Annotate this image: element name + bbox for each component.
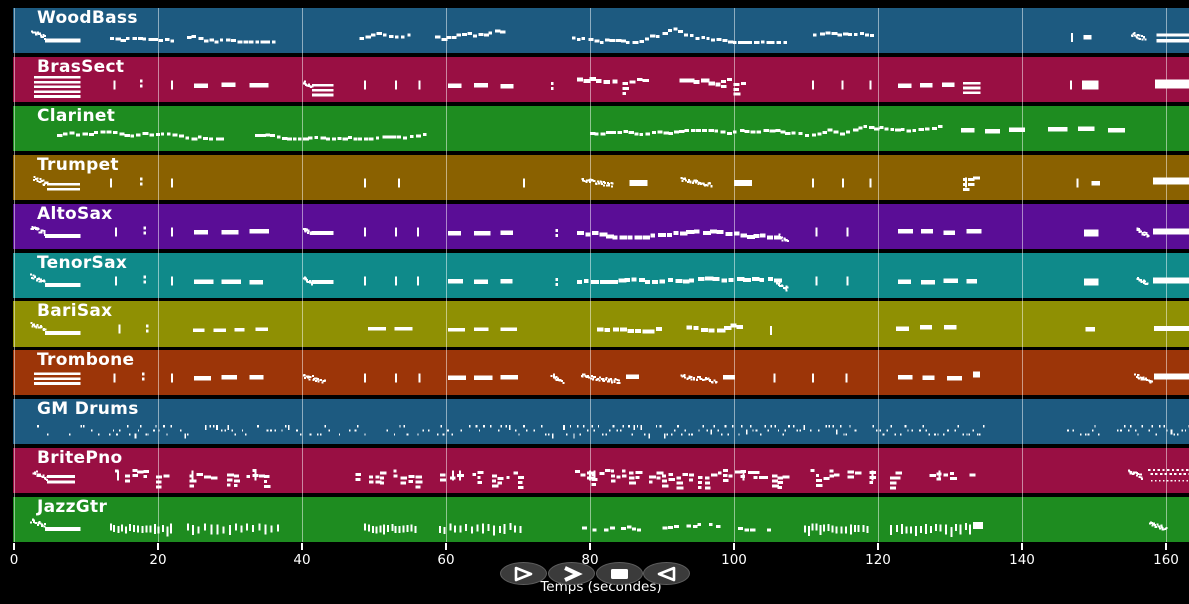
track-label: GM Drums xyxy=(37,399,139,420)
gridline xyxy=(446,8,447,542)
note-roll xyxy=(30,225,1189,242)
track-band-gm-drums: GM Drums xyxy=(13,399,1189,445)
stop-square-icon xyxy=(611,568,628,579)
track-label: WoodBass xyxy=(37,8,138,28)
axis-tick xyxy=(1021,543,1023,550)
note-roll xyxy=(57,124,1126,141)
axis-tick xyxy=(301,543,303,550)
track-label: Clarinet xyxy=(37,105,116,126)
gridline xyxy=(1166,8,1167,542)
rewind-outline-icon xyxy=(657,566,676,581)
track-band-brassect: BrasSect xyxy=(13,56,1189,103)
note-roll xyxy=(32,468,1189,490)
gridline xyxy=(878,8,879,542)
gridline xyxy=(158,8,159,542)
fast-forward-button[interactable] xyxy=(548,562,595,585)
track-label: BariSax xyxy=(37,301,113,322)
track-band-trumpet: Trumpet xyxy=(13,154,1189,200)
axis-tick-label: 160 xyxy=(1153,552,1179,568)
track-label: BritePno xyxy=(37,448,123,469)
track-band-altosax: AltoSax xyxy=(13,203,1189,249)
note-roll xyxy=(34,75,1189,98)
note-roll xyxy=(30,27,1189,44)
axis-tick-label: 120 xyxy=(865,552,891,568)
note-roll xyxy=(37,425,1189,439)
track-band-clarinet: Clarinet xyxy=(13,105,1189,151)
note-roll xyxy=(29,518,1168,537)
axis-tick xyxy=(733,543,735,550)
track-label: JazzGtr xyxy=(37,497,108,517)
axis-tick-label: 140 xyxy=(1009,552,1035,568)
axis-tick-label: 60 xyxy=(437,552,455,568)
axis-tick xyxy=(589,543,591,550)
note-roll xyxy=(33,175,1189,191)
axis-tick xyxy=(157,543,159,550)
track-label: Trumpet xyxy=(37,154,119,175)
axis-tick xyxy=(445,543,447,550)
play-button[interactable] xyxy=(500,562,547,585)
track-label: Trombone xyxy=(37,350,135,371)
track-label: AltoSax xyxy=(37,203,113,224)
track-band-trombone: Trombone xyxy=(13,350,1189,396)
track-band-britepno: BritePno xyxy=(13,448,1189,494)
stop-button[interactable] xyxy=(596,562,643,585)
gridline xyxy=(14,8,15,542)
note-roll xyxy=(34,371,1189,386)
gridline xyxy=(1022,8,1023,542)
axis-tick-label: 0 xyxy=(9,552,19,568)
track-band-barisax: BariSax xyxy=(13,301,1189,347)
play-outline-icon xyxy=(514,566,533,581)
track-band-woodbass: WoodBass xyxy=(13,8,1189,54)
gridline xyxy=(734,8,735,542)
gridline xyxy=(302,8,303,542)
axis-tick-label: 40 xyxy=(293,552,311,568)
track-band-jazzgtr: JazzGtr xyxy=(13,497,1189,543)
note-roll xyxy=(30,322,1189,336)
note-roll xyxy=(30,273,1189,292)
axis-tick xyxy=(877,543,879,550)
rewind-button[interactable] xyxy=(643,562,690,585)
gridline xyxy=(590,8,591,542)
track-band-tenorsax: TenorSax xyxy=(13,252,1189,298)
axis-tick-label: 20 xyxy=(149,552,167,568)
track-label: TenorSax xyxy=(37,252,128,273)
axis-tick-label: 100 xyxy=(721,552,747,568)
axis-tick xyxy=(13,543,15,550)
axis-tick xyxy=(1165,543,1167,550)
track-label: BrasSect xyxy=(37,56,125,77)
fast-forward-chevron-icon xyxy=(564,565,583,582)
